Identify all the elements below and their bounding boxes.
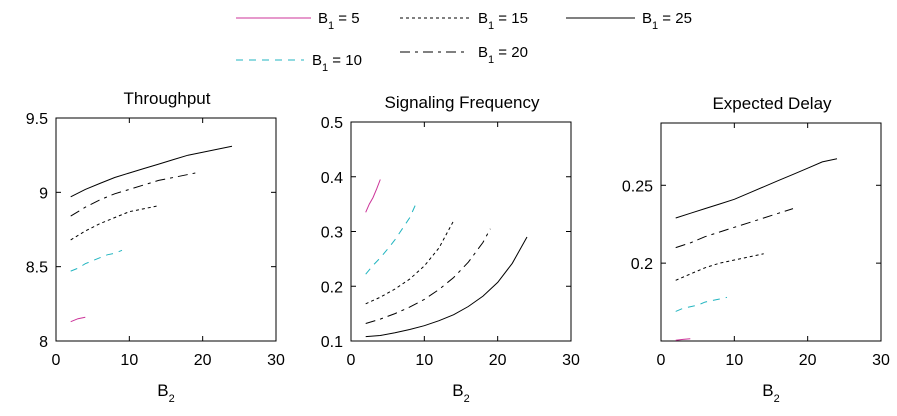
x-axis-label-sub: 2	[774, 393, 780, 405]
panel-3: Expected Delay 0 10 20 30 0.2 0.25 B2	[622, 94, 890, 405]
series-line-s20	[365, 228, 491, 324]
panel-title: Throughput	[124, 89, 211, 108]
series-line-s15	[675, 253, 764, 281]
x-axis-label: B2	[157, 381, 174, 405]
series-line-s20	[70, 172, 196, 217]
legend-label-s10-base: B	[312, 52, 322, 69]
panel-2: Signaling Frequency 0 10 20 30 0.1 0.2 0.3 0.4 0.…	[321, 93, 580, 405]
x-axis-label-sub: 2	[169, 393, 175, 405]
legend-entry-s15: B1 = 15	[400, 10, 528, 32]
series-line-s5	[675, 338, 691, 341]
series-line-s15	[70, 205, 159, 241]
series-line-s25	[675, 158, 838, 219]
y-tick-label: 8	[39, 334, 48, 351]
series-line-s5	[70, 316, 86, 323]
x-tick-label: 20	[194, 352, 212, 369]
x-tick-label: 0	[347, 352, 356, 369]
x-axis-label-base: B	[762, 381, 773, 400]
series-line-s15	[365, 220, 455, 305]
legend-label-s10: B1 = 10	[312, 52, 362, 74]
legend-label-s5-sub: 1	[328, 20, 334, 32]
legend-label-s10-sub: 1	[322, 62, 328, 74]
plot-frame	[55, 117, 277, 342]
legend-label-s20-rest: = 20	[494, 44, 528, 61]
x-axis-label: B2	[452, 381, 469, 405]
legend-label-s15-sub: 1	[488, 20, 494, 32]
legend-entry-s20: B1 = 20	[400, 44, 528, 66]
panel-title: Signaling Frequency	[385, 93, 540, 112]
x-tick-label: 0	[657, 352, 666, 369]
legend-label-s20: B1 = 20	[478, 44, 528, 66]
legend-entry-s25: B1 = 25	[566, 10, 692, 32]
series-line-s20	[675, 208, 794, 249]
y-tick-label: 0.5	[321, 115, 343, 132]
series-line-s25	[365, 236, 528, 338]
panel-1: Throughput 0 10 20 30 8 8.5 9 9.5 B2	[26, 89, 285, 405]
legend-label-s15-rest: = 15	[494, 10, 528, 27]
legend-label-s5-base: B	[318, 10, 328, 27]
x-tick-label: 10	[415, 352, 433, 369]
y-tick-label: 0.25	[622, 178, 653, 195]
y-tick-label: 0.2	[321, 279, 343, 296]
x-axis-label-sub: 2	[464, 393, 470, 405]
legend-label-s25: B1 = 25	[642, 10, 692, 32]
plot-frame	[660, 122, 882, 342]
y-tick-label: 0.4	[321, 170, 343, 187]
x-tick-label: 10	[725, 352, 743, 369]
x-axis-label: B2	[762, 381, 779, 405]
legend-label-s5-rest: = 5	[334, 10, 359, 27]
y-tick-label: 0.3	[321, 225, 343, 242]
panel-title: Expected Delay	[712, 94, 832, 113]
series-line-s10	[70, 249, 123, 272]
legend-label-s10-rest: = 10	[328, 52, 362, 69]
x-tick-label: 30	[872, 352, 890, 369]
legend-entry-s10: B1 = 10	[236, 52, 362, 74]
x-tick-label: 30	[267, 352, 285, 369]
series-line-s10	[365, 201, 418, 275]
plot-frame	[350, 121, 572, 342]
legend-label-s25-sub: 1	[652, 20, 658, 32]
y-tick-label: 0.2	[631, 256, 653, 273]
legend-label-s15: B1 = 15	[478, 10, 528, 32]
legend-entry-s5: B1 = 5	[236, 10, 360, 32]
legend-label-s20-base: B	[478, 44, 488, 61]
x-tick-label: 10	[120, 352, 138, 369]
series-line-s10	[675, 296, 728, 312]
series-line-s5	[365, 179, 381, 213]
x-tick-label: 20	[799, 352, 817, 369]
legend-label-s15-base: B	[478, 10, 488, 27]
legend-label-s25-rest: = 25	[658, 10, 692, 27]
x-tick-label: 20	[489, 352, 507, 369]
x-tick-label: 30	[562, 352, 580, 369]
x-axis-label-base: B	[452, 381, 463, 400]
y-tick-label: 8.5	[26, 260, 48, 277]
legend-label-s20-sub: 1	[488, 54, 494, 66]
y-tick-label: 9.5	[26, 111, 48, 128]
x-tick-label: 0	[52, 352, 61, 369]
x-axis-label-base: B	[157, 381, 168, 400]
legend-label-s5: B1 = 5	[318, 10, 360, 32]
y-tick-label: 9	[39, 185, 48, 202]
series-line-s25	[70, 145, 233, 198]
y-tick-label: 0.1	[321, 334, 343, 351]
legend-label-s25-base: B	[642, 10, 652, 27]
